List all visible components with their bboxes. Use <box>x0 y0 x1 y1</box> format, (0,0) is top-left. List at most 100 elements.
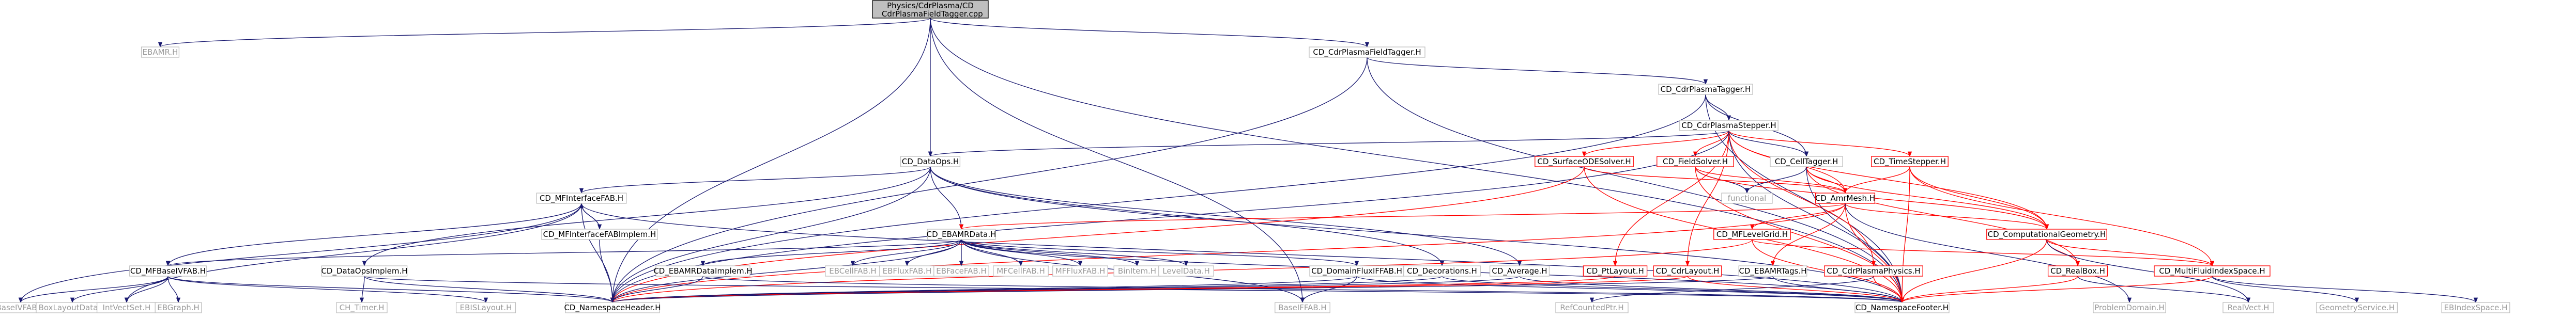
node-label-cdrphysics: CD_CdrPlasmaPhysics.H <box>1827 266 1920 276</box>
node-ebfacefab: EBFaceFAB.H <box>933 265 989 277</box>
node-taggerh[interactable]: CD_CdrPlasmaTagger.H <box>1658 84 1753 95</box>
node-box-ebgraph <box>155 302 202 313</box>
node-label-ebfacefab: EBFaceFAB.H <box>936 266 987 276</box>
node-label-domainfluxifab: CD_DomainFluxIFFAB.H <box>1311 266 1402 276</box>
node-realbox[interactable]: CD_RealBox.H <box>2047 265 2108 277</box>
edge-stepperh-to-cdrlayout <box>1685 130 1729 267</box>
edge-mfinterfaceimpl-to-namespaceheader <box>599 239 615 304</box>
node-ebamrdataimpl[interactable]: CD_EBAMRDataImplem.H <box>653 265 753 277</box>
edge-ebamrdataimpl-to-namespaceheader <box>610 276 703 304</box>
edge-amrmesh-to-ebamrtags <box>1770 203 1846 267</box>
node-box-dataopsimpl <box>321 265 408 277</box>
node-dataopsimpl[interactable]: CD_DataOpsImplem.H <box>321 265 408 277</box>
node-mflevelgrid[interactable]: CD_MFLevelGrid.H <box>1713 229 1791 240</box>
edge-fieldsolver-to-namespacefooter <box>1695 166 1905 304</box>
node-surfaceode[interactable]: CD_SurfaceODESolver.H <box>1535 156 1634 167</box>
edge-ebamrdata-to-ebcellfab <box>850 239 962 267</box>
edge-ebamrdata-to-namespaceheader <box>610 239 962 304</box>
node-mffluxfab: MFFluxFAB.H <box>1052 265 1108 277</box>
edge-mfinterface-to-namespacefooter <box>581 203 1904 304</box>
edge-average-to-namespacefooter <box>1519 276 1904 304</box>
node-celltagger[interactable]: CD_CellTagger.H <box>1770 156 1843 167</box>
node-label-multifluidindex: CD_MultiFluidIndexSpace.H <box>2159 266 2265 276</box>
node-root[interactable]: Physics/CdrPlasma/CD_CdrPlasmaFieldTagge… <box>872 0 989 19</box>
node-box-mffluxfab <box>1052 265 1108 277</box>
node-label-ebamrdata: CD_EBAMRData.H <box>927 230 996 240</box>
node-label-ebindexspace: EBIndexSpace.H <box>2444 303 2508 312</box>
node-label-mfcellfab: MFCellFAB.H <box>996 266 1045 276</box>
node-multifluidindex[interactable]: CD_MultiFluidIndexSpace.H <box>2154 265 2271 277</box>
node-box-ptlayout <box>1583 265 1648 277</box>
edge-ebamrdata-to-mfbaseivfab <box>166 239 962 267</box>
node-compgeom[interactable]: CD_ComputationalGeometry.H <box>1986 229 2107 240</box>
edge-celltagger-to-functional <box>1744 166 1807 194</box>
node-timestepper[interactable]: CD_TimeStepper.H <box>1871 156 1949 167</box>
node-label-stepperh: CD_CdrPlasmaStepper.H <box>1681 121 1776 131</box>
node-cdrlayout[interactable]: CD_CdrLayout.H <box>1653 265 1722 277</box>
edge-domainfluxifab-to-basefab <box>1300 276 1357 304</box>
node-decorations[interactable]: CD_Decorations.H <box>1403 265 1481 277</box>
node-box-celltagger <box>1770 156 1843 167</box>
edge-mfbaseivfab-to-boxlayoutdata <box>70 276 168 304</box>
node-mfbaseivfab[interactable]: CD_MFBaseIVFAB.H <box>129 265 207 277</box>
edge-fieldtaggerh-to-namespaceheader <box>610 57 1368 304</box>
node-ebamrtags[interactable]: CD_EBAMRTags.H <box>1738 265 1807 277</box>
node-layer: Physics/CdrPlasma/CD_CdrPlasmaFieldTagge… <box>0 0 2510 313</box>
edge-multifluidindex-to-ebindexspace <box>2212 276 2478 304</box>
node-bamrh: EBAMR.H <box>141 46 180 58</box>
node-box-mfcellfab <box>993 265 1049 277</box>
node-label-mflevelgrid: CD_MFLevelGrid.H <box>1716 230 1788 240</box>
edge-amrmesh-to-ebamrdata <box>959 203 1846 230</box>
node-label-ebislayout: EBISLayout.H <box>460 303 512 312</box>
edge-mfinterface-to-baseivfab <box>18 203 582 304</box>
node-box-decorations <box>1403 265 1481 277</box>
node-label-ebcellfab: EBCellFAB.H <box>829 266 876 276</box>
node-namespaceheader[interactable]: CD_NamespaceHeader.H <box>564 302 661 313</box>
edge-stepperh-to-timestepper <box>1728 130 1912 157</box>
edge-amrmesh-to-namespaceheader <box>610 203 1846 304</box>
node-ptlayout[interactable]: CD_PtLayout.H <box>1583 265 1648 277</box>
edge-dataops-to-namespaceheader <box>610 166 931 304</box>
node-box-bamrh <box>141 46 180 58</box>
node-mfinterfaceimpl[interactable]: CD_MFInterfaceFABImplem.H <box>541 229 658 240</box>
node-box-cdrlayout <box>1653 265 1722 277</box>
node-average[interactable]: CD_Average.H <box>1489 265 1550 277</box>
edge-ptlayout-to-namespaceheader <box>610 276 1616 304</box>
node-label-fieldtaggerh: CD_CdrPlasmaFieldTagger.H <box>1313 47 1421 57</box>
edge-root-to-namespacefooter <box>930 18 1905 304</box>
node-label-surfaceode: CD_SurfaceODESolver.H <box>1537 157 1631 167</box>
edge-celltagger-to-compgeom <box>1806 166 2049 230</box>
edge-fieldsolver-to-amrmesh <box>1695 166 1848 194</box>
node-namespacefooter[interactable]: CD_NamespaceFooter.H <box>1854 302 1950 313</box>
edge-ebamrtags-to-namespaceheader <box>610 276 1773 304</box>
edge-compgeom-to-multifluidindex <box>2046 239 2215 267</box>
node-cdrphysics[interactable]: CD_CdrPlasmaPhysics.H <box>1824 265 1923 277</box>
node-label-realbox: CD_RealBox.H <box>2050 266 2105 276</box>
node-box-fieldsolver <box>1657 156 1734 167</box>
edge-domainfluxifab-to-namespaceheader <box>610 276 1357 304</box>
edge-amrmesh-to-namespacefooter <box>1845 203 1905 304</box>
node-label-leveldata: LevelData.H <box>1162 266 1209 276</box>
node-label-problemdomain: ProblemDomain.H <box>2094 303 2165 312</box>
node-label-fieldsolver: CD_FieldSolver.H <box>1663 157 1728 167</box>
node-ebgraph: EBGraph.H <box>155 302 202 313</box>
edge-compgeom-to-realbox <box>2046 239 2080 267</box>
node-amrmesh[interactable]: CD_AmrMesh.H <box>1815 193 1875 204</box>
node-geometryservice: GeometryService.H <box>2316 302 2398 313</box>
node-label-mfinterface: CD_MFInterfaceFAB.H <box>540 194 623 203</box>
node-mfinterface[interactable]: CD_MFInterfaceFAB.H <box>536 193 627 204</box>
edge-stepperh-to-ptlayout <box>1613 130 1729 267</box>
node-label-realvect: RealVect.H <box>2228 303 2270 312</box>
edge-stepperh-to-dataops <box>928 130 1729 157</box>
node-ebamrdata[interactable]: CD_EBAMRData.H <box>927 229 996 240</box>
node-fieldsolver[interactable]: CD_FieldSolver.H <box>1657 156 1734 167</box>
edge-dataopsimpl-to-namespaceheader <box>364 276 615 304</box>
node-domainfluxifab[interactable]: CD_DomainFluxIFFAB.H <box>1309 265 1404 277</box>
edge-realbox-to-namespacefooter <box>1899 276 2078 304</box>
node-box-ebamrdata <box>927 229 996 240</box>
node-dataops[interactable]: CD_DataOps.H <box>900 156 961 167</box>
edge-stepperh-to-fieldsolver <box>1693 130 1729 157</box>
node-stepperh[interactable]: CD_CdrPlasmaStepper.H <box>1679 120 1778 131</box>
edge-stepperh-to-celltagger <box>1728 130 1809 157</box>
node-fieldtaggerh[interactable]: CD_CdrPlasmaFieldTagger.H <box>1309 46 1425 58</box>
